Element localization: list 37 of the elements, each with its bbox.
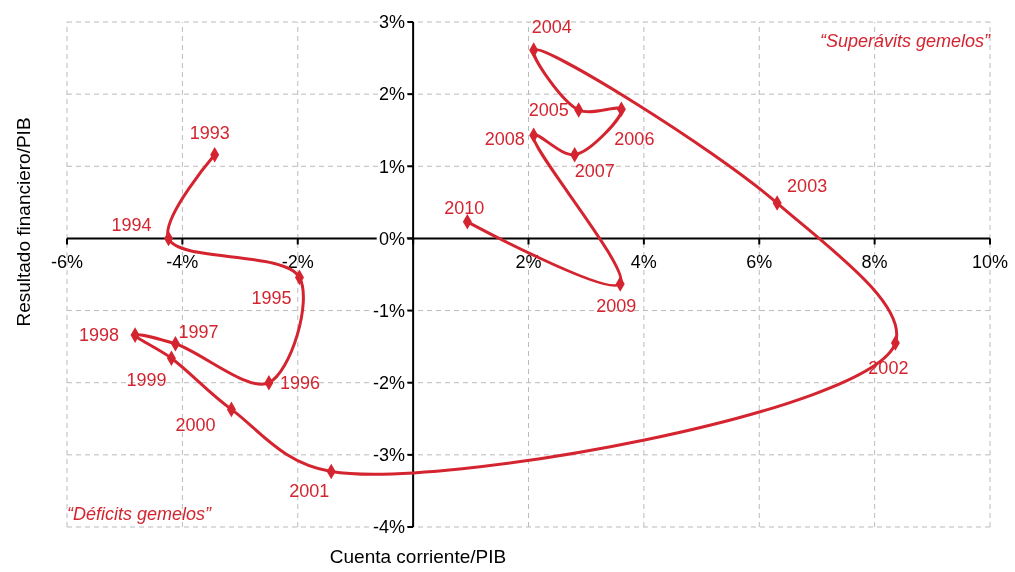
annotation: 1993: [189, 123, 230, 144]
x-tick-label: 4%: [630, 252, 657, 273]
annotation: 1997: [178, 322, 219, 343]
annotation: 2008: [484, 128, 525, 149]
y-tick-label: 2%: [379, 84, 406, 105]
annotation: 2009: [596, 296, 637, 317]
x-tick-label: -6%: [50, 252, 84, 273]
x-tick-label: 10%: [971, 252, 1009, 273]
y-tick-label: -3%: [373, 445, 406, 466]
annotation: 2010: [444, 198, 485, 219]
y-tick-label: 3%: [379, 12, 406, 33]
x-axis-title: Cuenta corriente/PIB: [329, 546, 507, 567]
y-tick-label: -1%: [373, 300, 406, 321]
annotation: 2006: [614, 128, 655, 149]
y-axis-title: Resultado financiero/PIB: [13, 117, 34, 327]
annotation: 2000: [175, 414, 216, 435]
annotation: 2005: [528, 100, 569, 121]
x-tick-label: 6%: [746, 252, 773, 273]
annotation: “Superávits gemelos”: [819, 31, 991, 51]
annotation: 2001: [289, 480, 330, 501]
annotation: 1996: [279, 373, 320, 394]
annotation: “Déficits gemelos”: [67, 504, 213, 524]
annotation: 1999: [126, 370, 167, 391]
y-tick-label: -2%: [373, 373, 406, 394]
x-tick-label: -4%: [166, 252, 199, 273]
x-tick-label: 2%: [515, 252, 542, 273]
y-tick-label: -4%: [373, 517, 406, 538]
annotation: 1998: [79, 325, 120, 346]
y-tick-label: 1%: [379, 156, 406, 177]
x-tick-label: -2%: [281, 252, 314, 273]
annotation: 1995: [251, 287, 292, 308]
annotation: 2004: [531, 17, 572, 38]
annotation: 2007: [574, 161, 615, 182]
annotation: 2002: [868, 358, 909, 379]
annotation: 2003: [787, 176, 828, 197]
annotation: 1994: [111, 214, 152, 235]
x-tick-label: 8%: [861, 252, 888, 273]
